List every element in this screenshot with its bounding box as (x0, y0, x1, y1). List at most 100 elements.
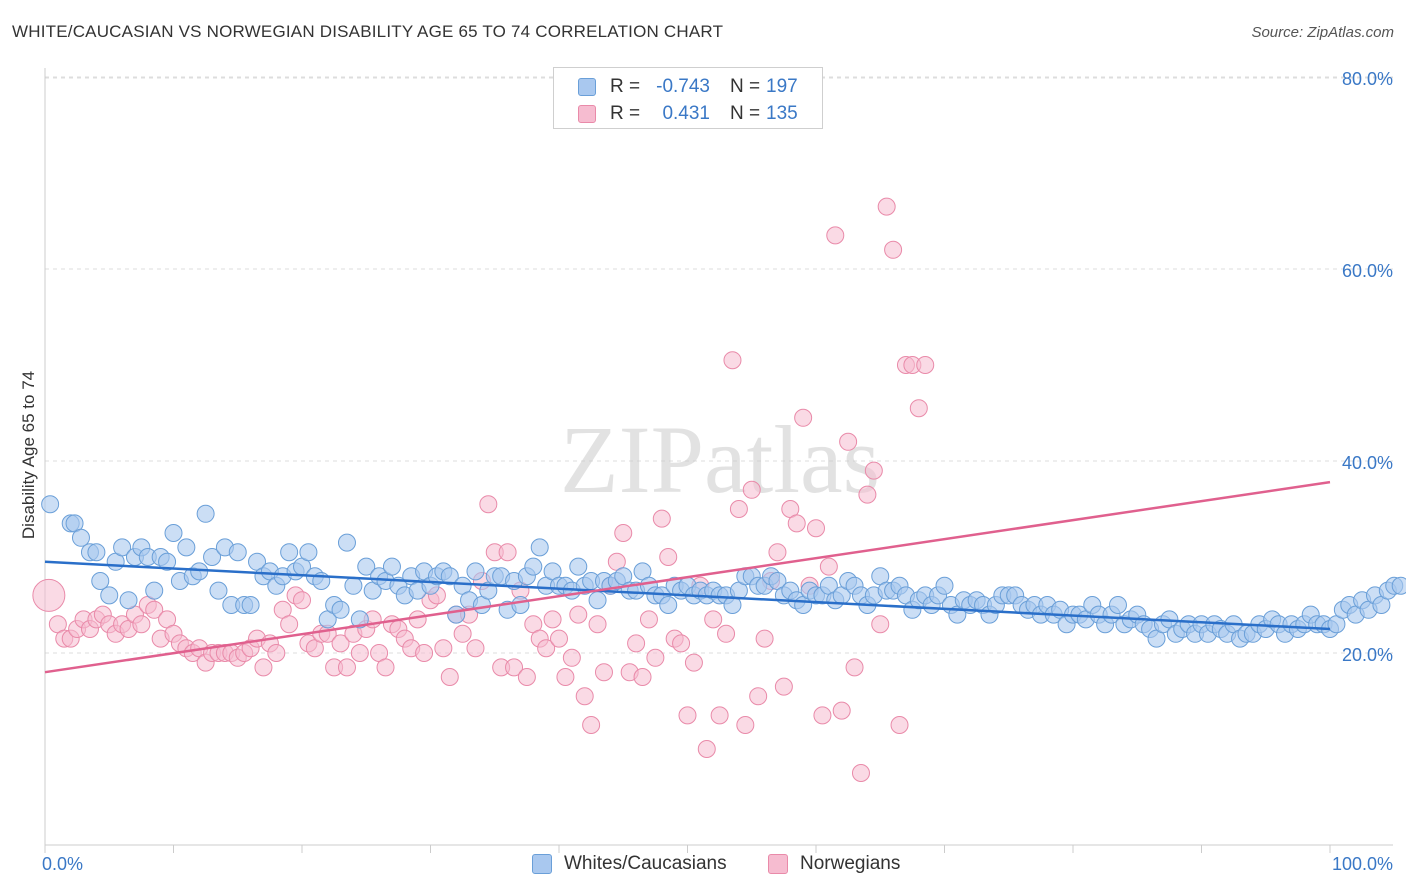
norwegians-point (652, 509, 671, 528)
norwegians-point (145, 600, 164, 619)
norwegians-point (755, 629, 774, 648)
whites-point (41, 495, 60, 514)
tick-labels: 20.0% 40.0% 60.0% 80.0% 0.0% 100.0% (42, 69, 1393, 874)
n-label: N = (730, 103, 761, 124)
norwegians-point (890, 716, 909, 734)
whites-point (588, 591, 607, 610)
whites-point (91, 572, 110, 590)
x-tick-label: 100.0% (1332, 854, 1393, 874)
norwegians-point (331, 634, 350, 653)
whites-point (440, 567, 459, 586)
r-label: R = (610, 76, 641, 97)
norwegians-point (517, 668, 536, 686)
axes (44, 68, 1393, 853)
norwegians-point (556, 668, 575, 686)
norwegians-point (710, 706, 729, 725)
norwegians-point (562, 648, 581, 667)
norwegians-point (466, 639, 485, 658)
norwegians-swatch (768, 854, 788, 874)
n-label: N = (730, 76, 761, 97)
n-value: 197 (766, 76, 798, 97)
norwegians-trend-line (44, 480, 1331, 674)
norwegians-point (858, 485, 877, 504)
whites-point (113, 538, 132, 557)
norwegians-point (768, 543, 787, 562)
norwegians-point (440, 668, 459, 686)
norwegians-point (293, 591, 311, 610)
norwegians-point (916, 356, 935, 374)
norwegians-point (376, 658, 395, 677)
stats-legend: R = -0.743 N = 197 R = 0.431 N = 135 (553, 67, 823, 129)
norwegians-point (749, 687, 768, 706)
whites-point (1391, 576, 1406, 595)
norwegians-point (32, 578, 66, 612)
norwegians-point (813, 706, 832, 725)
norwegians-point (877, 197, 896, 216)
y-tick-label: 40.0% (1342, 453, 1393, 473)
whites-point (87, 543, 106, 562)
whites-point (177, 538, 196, 557)
whites-point (331, 600, 350, 619)
norwegians-point (794, 408, 813, 427)
chart-title: WHITE/CAUCASIAN VS NORWEGIAN DISABILITY … (12, 22, 724, 41)
whites-point (511, 596, 530, 614)
norwegians-point (434, 639, 453, 658)
norwegians-point (845, 658, 864, 677)
y-tick-label: 20.0% (1342, 645, 1393, 665)
norwegians-point (672, 634, 691, 653)
whites-point (659, 596, 678, 614)
whites-point (241, 596, 260, 614)
norwegians-point (505, 658, 524, 677)
norwegians-point (627, 634, 646, 653)
norwegians-point (543, 610, 562, 629)
whites-point (337, 533, 356, 552)
legend-label-whites: Whites/Caucasians (564, 853, 727, 874)
whites-point (569, 557, 588, 576)
whites-point (530, 538, 549, 557)
norwegians-point (575, 687, 594, 706)
norwegians-points (32, 197, 935, 782)
whites-swatch (578, 78, 596, 96)
norwegians-point (704, 610, 723, 629)
whites-point (344, 576, 363, 595)
r-value: 0.431 (662, 103, 710, 124)
trend-lines (44, 480, 1331, 674)
norwegians-point (678, 706, 697, 725)
whites-point (164, 524, 183, 542)
whites-point (203, 548, 222, 566)
chart-source: Source: ZipAtlas.com (1251, 24, 1394, 41)
norwegians-point (415, 644, 434, 662)
whites-point (524, 557, 543, 576)
whites-trend-line (44, 560, 1331, 631)
whites-point (228, 543, 247, 562)
norwegians-point (742, 480, 761, 499)
stats-row-norwegians: R = 0.431 N = 135 (554, 101, 822, 127)
norwegians-point (659, 548, 678, 566)
whites-point (100, 586, 119, 605)
norwegians-point (408, 610, 427, 629)
norwegians-point (851, 764, 870, 782)
whites-point (71, 528, 90, 547)
whites-point (357, 557, 376, 576)
whites-point (280, 543, 299, 562)
norwegians-point (337, 658, 356, 677)
y-tick-label: 80.0% (1342, 69, 1393, 89)
norwegians-point (774, 677, 793, 696)
whites-point (447, 605, 466, 624)
norwegians-point (736, 716, 755, 734)
norwegians-point (633, 668, 652, 686)
whites-point (382, 557, 401, 576)
r-value: -0.743 (656, 76, 710, 97)
norwegians-point (729, 500, 748, 518)
norwegians-point (267, 644, 286, 662)
norwegians-point (254, 658, 273, 677)
whites-swatch (532, 854, 552, 874)
norwegians-point (280, 615, 299, 634)
norwegians-point (498, 543, 517, 562)
norwegians-point (569, 605, 588, 624)
norwegians-point (717, 624, 736, 643)
norwegians-point (832, 701, 851, 720)
r-label: R = (610, 103, 641, 124)
whites-point (209, 581, 228, 600)
